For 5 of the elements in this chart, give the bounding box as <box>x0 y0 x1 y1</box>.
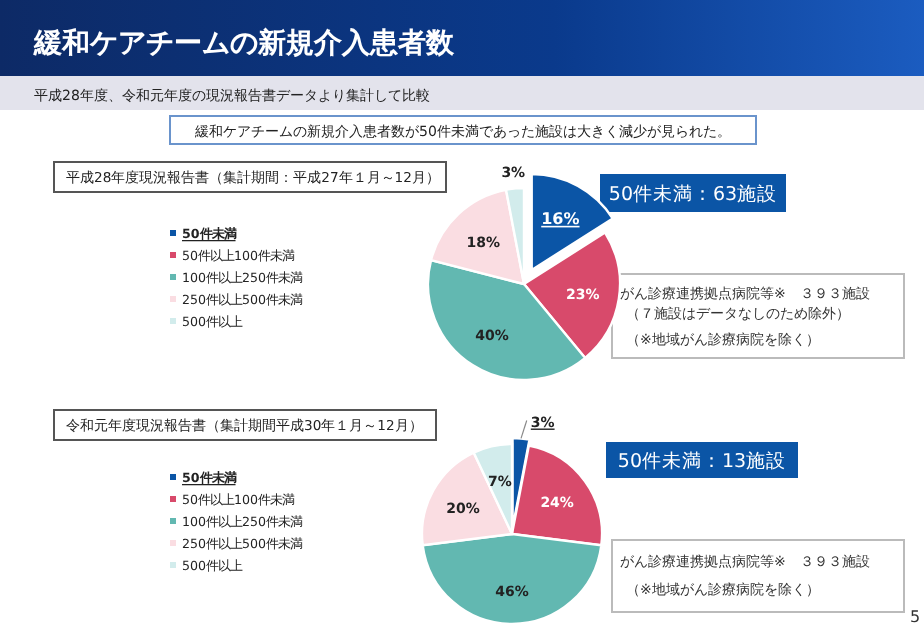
data-label: 16% <box>541 209 580 228</box>
text: 50件未満：13施設 <box>617 449 787 473</box>
text: 緩和ケアチームの新規介入患者数 <box>32 26 456 60</box>
text: 5 <box>910 608 921 626</box>
text: 50件未満：63施設 <box>608 182 778 206</box>
